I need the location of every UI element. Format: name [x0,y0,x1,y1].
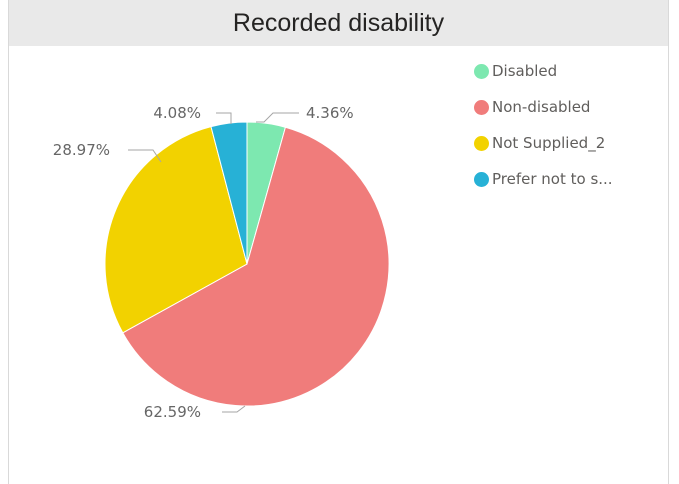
pie-chart-svg: 4.36% 62.59% 28.97% 4.08% [53,104,390,421]
data-label-not-supplied-2: 28.97% [53,141,110,159]
data-label-prefer-not-to-say: 4.08% [153,104,201,122]
leader-line-non-disabled [222,405,246,413]
pie-slice-prefer-not-to-say[interactable] [210,121,248,265]
legend-marker-non-disabled [474,99,489,115]
data-label-disabled: 4.36% [306,104,354,122]
legend-item-not-supplied[interactable]: Not Supplied_2 [474,131,613,155]
data-label-non-disabled: 62.59% [144,403,201,421]
chart-title-bar: Recorded disability [9,0,668,46]
legend-item-disabled[interactable]: Disabled [474,59,613,83]
pie-slice-non-disabled[interactable] [122,126,390,407]
legend-label-prefer-not-to-say: Prefer not to s... [492,170,613,188]
legend-label-not-supplied: Not Supplied_2 [492,134,606,152]
pie-slice-not-supplied-2[interactable] [104,126,248,334]
legend-item-prefer-not-to-say[interactable]: Prefer not to s... [474,167,613,191]
pie-chart-visual: Recorded disability 4.36% 62.59% 28.97% 4.0… [8,0,669,484]
legend-marker-not-supplied [474,135,489,151]
leader-line-prefer-not-to-say [216,112,232,124]
legend-label-disabled: Disabled [492,62,558,80]
leader-line-not-supplied-2 [128,149,162,163]
legend-marker-disabled [474,63,489,79]
legend-label-non-disabled: Non-disabled [492,98,591,116]
legend-item-non-disabled[interactable]: Non-disabled [474,95,613,119]
legend-marker-prefer-not-to-say [474,171,489,187]
leader-line-disabled [256,112,299,123]
chart-legend: Disabled Non-disabled Not Supplied_2 Pre… [474,59,613,203]
chart-title: Recorded disability [232,8,445,37]
